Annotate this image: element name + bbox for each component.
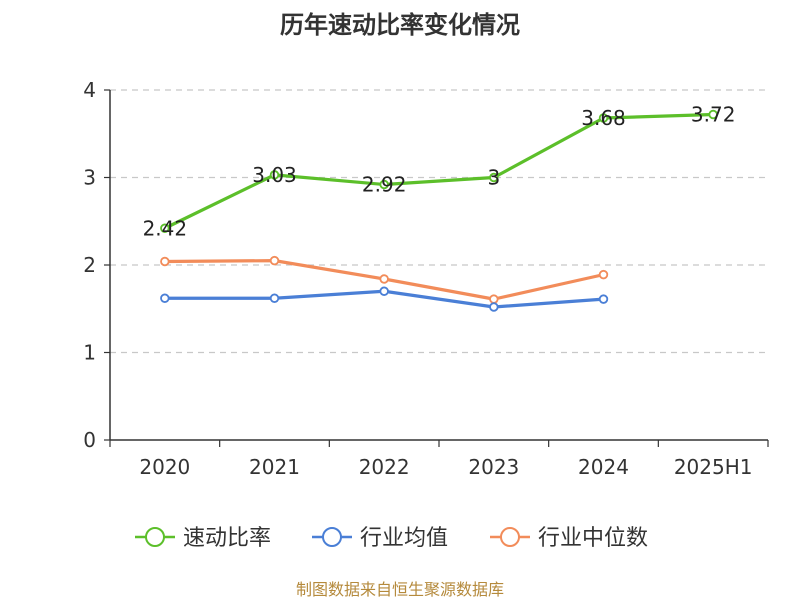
x-tick-label: 2025H1 [674,455,753,479]
data-label: 2.92 [362,173,407,197]
data-point [489,172,499,183]
data-point [160,293,170,303]
y-tick-label: 0 [83,428,96,452]
x-tick-label: 2024 [578,455,629,479]
legend-item[interactable]: 行业均值 [312,526,448,551]
data-point [160,223,170,233]
data-label: 3 [487,166,500,190]
data-label: 2.42 [143,216,188,240]
series-layer [160,109,718,312]
data-label: 3.03 [252,163,297,187]
legend-label: 速动比率 [183,526,271,551]
x-tick-label: 2022 [359,455,410,479]
y-tick-label: 2 [83,253,96,277]
data-point [489,294,499,304]
data-point [269,170,280,180]
legend-item[interactable]: 速动比率 [135,526,271,551]
legend-label: 行业中位数 [538,526,648,551]
axes: 0 1 2 3 4 2020 2021 2022 2023 2024 2025H1 [83,78,769,479]
x-tick-label: 2020 [139,455,190,479]
legend-label: 行业均值 [360,526,448,551]
data-point [379,274,389,284]
legend-marker-icon [322,527,342,547]
data-label: 3.68 [581,106,626,130]
data-point [489,302,499,312]
x-tick-label: 2021 [249,455,300,479]
y-tick-label: 1 [83,341,96,365]
source-footer: 制图数据来自恒生聚源数据库 [296,580,504,599]
y-tick-label: 4 [83,78,96,102]
legend-marker-icon [500,527,520,547]
data-point [269,293,280,303]
data-point [598,113,609,123]
grid-lines [110,89,768,354]
legend[interactable]: 速动比率 行业均值 行业中位数 [135,526,648,551]
data-label: 3.72 [691,103,736,127]
series-line [164,112,714,230]
data-labels: 2.42 3.03 2.92 3 3.68 3.72 [143,103,736,241]
data-point [379,286,389,296]
data-point [160,256,170,267]
data-point [269,255,280,266]
data-point [598,269,609,280]
legend-marker-icon [145,527,165,547]
data-point [379,179,389,190]
legend-item[interactable]: 行业中位数 [490,526,648,551]
data-point [598,294,609,304]
y-tick-label: 3 [83,166,96,190]
chart-title: 历年速动比率变化情况 [280,11,520,39]
x-tick-label: 2023 [468,455,519,479]
data-point [708,109,718,120]
